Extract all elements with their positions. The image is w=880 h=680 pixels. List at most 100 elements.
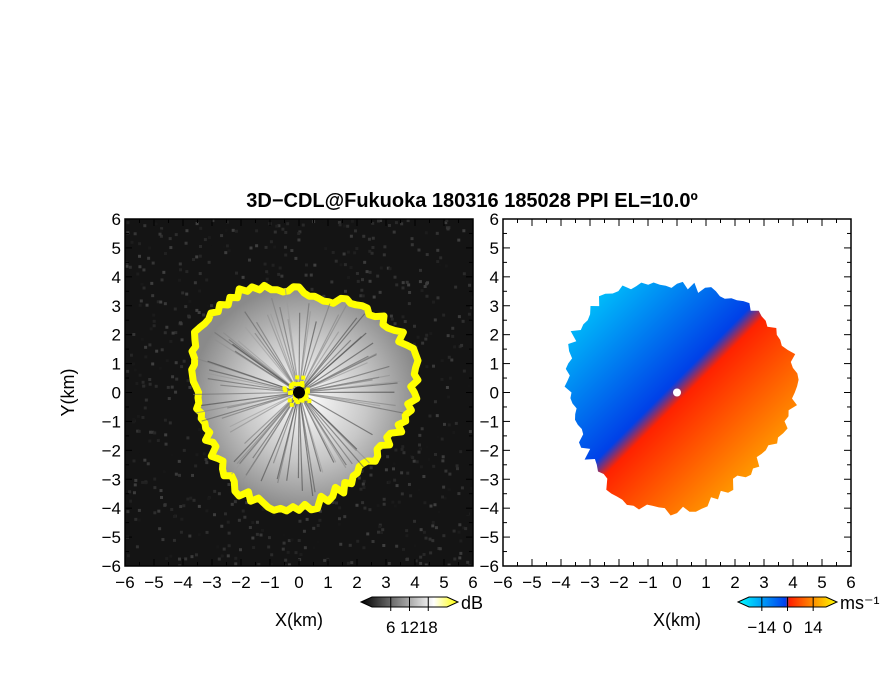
- snr-noise-pixel: [148, 246, 152, 250]
- snr-noise-pixel: [454, 421, 458, 425]
- snr-noise-pixel: [395, 283, 399, 287]
- snr-colorbar: dB 6 12 18: [359, 593, 483, 637]
- snr-noise-pixel: [347, 276, 351, 280]
- snr-noise-pixel: [267, 536, 271, 540]
- snr-noise-pixel: [424, 563, 428, 566]
- snr-noise-pixel: [174, 472, 178, 476]
- snr-noise-pixel: [142, 384, 146, 388]
- snr-noise-pixel: [438, 547, 442, 551]
- snr-radial-streak: [237, 340, 300, 393]
- snr-noise-pixel: [415, 460, 419, 464]
- snr-noise-pixel: [453, 345, 457, 349]
- snr-y-tick-label: 5: [112, 239, 121, 258]
- snr-noise-pixel: [455, 464, 459, 468]
- snr-noise-pixel: [322, 294, 326, 298]
- snr-noise-pixel: [442, 468, 446, 472]
- snr-noise-pixel: [158, 527, 162, 531]
- snr-noise-pixel: [151, 261, 155, 265]
- snr-noise-pixel: [160, 495, 164, 499]
- snr-noise-pixel: [138, 373, 142, 377]
- snr-noise-pixel: [401, 281, 405, 285]
- velocity-x-tick-label: 4: [788, 573, 797, 592]
- snr-noise-pixel: [146, 462, 150, 466]
- snr-noise-pixel: [186, 436, 190, 440]
- snr-noise-pixel: [436, 248, 440, 252]
- snr-noise-pixel: [269, 563, 273, 566]
- snr-noise-pixel: [189, 496, 193, 500]
- snr-noise-pixel: [355, 247, 359, 251]
- snr-noise-pixel: [204, 457, 208, 461]
- snr-noise-pixel: [195, 308, 199, 312]
- snr-noise-pixel: [450, 358, 454, 362]
- snr-noise-pixel: [132, 417, 136, 421]
- snr-noise-pixel: [441, 459, 445, 463]
- snr-noise-pixel: [424, 337, 428, 341]
- snr-noise-pixel: [134, 517, 138, 521]
- snr-near-range-pixel: [300, 398, 305, 403]
- snr-noise-pixel: [199, 244, 203, 248]
- snr-noise-pixel: [164, 442, 168, 446]
- snr-noise-pixel: [272, 513, 276, 517]
- radar-site-marker: [673, 388, 681, 397]
- snr-noise-pixel: [216, 545, 220, 549]
- snr-noise-pixel: [312, 546, 316, 550]
- snr-radial-streak: [298, 342, 374, 393]
- snr-noise-pixel: [207, 236, 211, 240]
- snr-noise-pixel: [462, 526, 466, 530]
- snr-near-range-pixel: [307, 399, 312, 404]
- snr-noise-pixel: [129, 353, 133, 357]
- snr-noise-pixel: [226, 520, 230, 524]
- snr-noise-pixel: [290, 249, 294, 253]
- snr-noise-pixel: [391, 500, 395, 504]
- snr-noise-pixel: [318, 509, 322, 513]
- velocity-y-tick-label: −4: [480, 499, 499, 518]
- snr-radial-streak: [298, 353, 378, 394]
- snr-noise-pixel: [136, 272, 140, 276]
- snr-noise-pixel: [407, 482, 411, 486]
- snr-noise-pixel: [154, 384, 158, 388]
- snr-noise-pixel: [418, 433, 422, 437]
- snr-plot-area: [125, 219, 473, 566]
- snr-noise-pixel: [393, 504, 397, 508]
- snr-noise-pixel: [171, 375, 175, 379]
- snr-radial-streak: [298, 392, 347, 466]
- snr-noise-pixel: [419, 268, 423, 272]
- snr-noise-pixel: [138, 303, 142, 307]
- snr-noise-pixel: [205, 278, 209, 282]
- snr-noise-pixel: [388, 267, 392, 271]
- snr-noise-pixel: [410, 237, 414, 241]
- chart-title: 3D−CDL@Fukuoka 180316 185028 PPI EL=10.0…: [246, 190, 698, 212]
- snr-x-tick-label: 3: [381, 573, 390, 592]
- snr-noise-pixel: [193, 281, 197, 285]
- snr-noise-pixel: [356, 279, 360, 283]
- snr-noise-pixel: [217, 492, 221, 496]
- snr-near-range-pixel: [304, 394, 309, 399]
- snr-noise-pixel: [267, 545, 271, 549]
- snr-noise-pixel: [148, 377, 152, 381]
- snr-noise-pixel: [419, 465, 423, 469]
- snr-noise-pixel: [141, 480, 145, 484]
- snr-noise-pixel: [264, 245, 268, 249]
- snr-noise-pixel: [141, 380, 145, 384]
- snr-noise-pixel: [459, 450, 463, 454]
- snr-noise-pixel: [368, 279, 372, 283]
- snr-noise-pixel: [360, 278, 364, 282]
- snr-noise-pixel: [169, 339, 173, 343]
- snr-noise-pixel: [405, 529, 409, 533]
- velocity-y-tick-label: −2: [480, 441, 499, 460]
- snr-noise-pixel: [144, 345, 148, 349]
- snr-noise-pixel: [382, 253, 386, 257]
- snr-noise-pixel: [419, 528, 423, 532]
- snr-noise-pixel: [257, 562, 261, 566]
- snr-noise-pixel: [461, 319, 465, 323]
- snr-noise-pixel: [265, 270, 269, 274]
- snr-noise-pixel: [129, 499, 133, 503]
- snr-noise-pixel: [394, 221, 398, 225]
- snr-noise-pixel: [180, 338, 184, 342]
- snr-noise-pixel: [227, 531, 231, 535]
- snr-noise-pixel: [198, 428, 202, 432]
- snr-noise-pixel: [145, 303, 149, 307]
- snr-noise-pixel: [277, 272, 281, 276]
- snr-near-range-pixel: [293, 382, 298, 387]
- snr-noise-pixel: [362, 486, 366, 490]
